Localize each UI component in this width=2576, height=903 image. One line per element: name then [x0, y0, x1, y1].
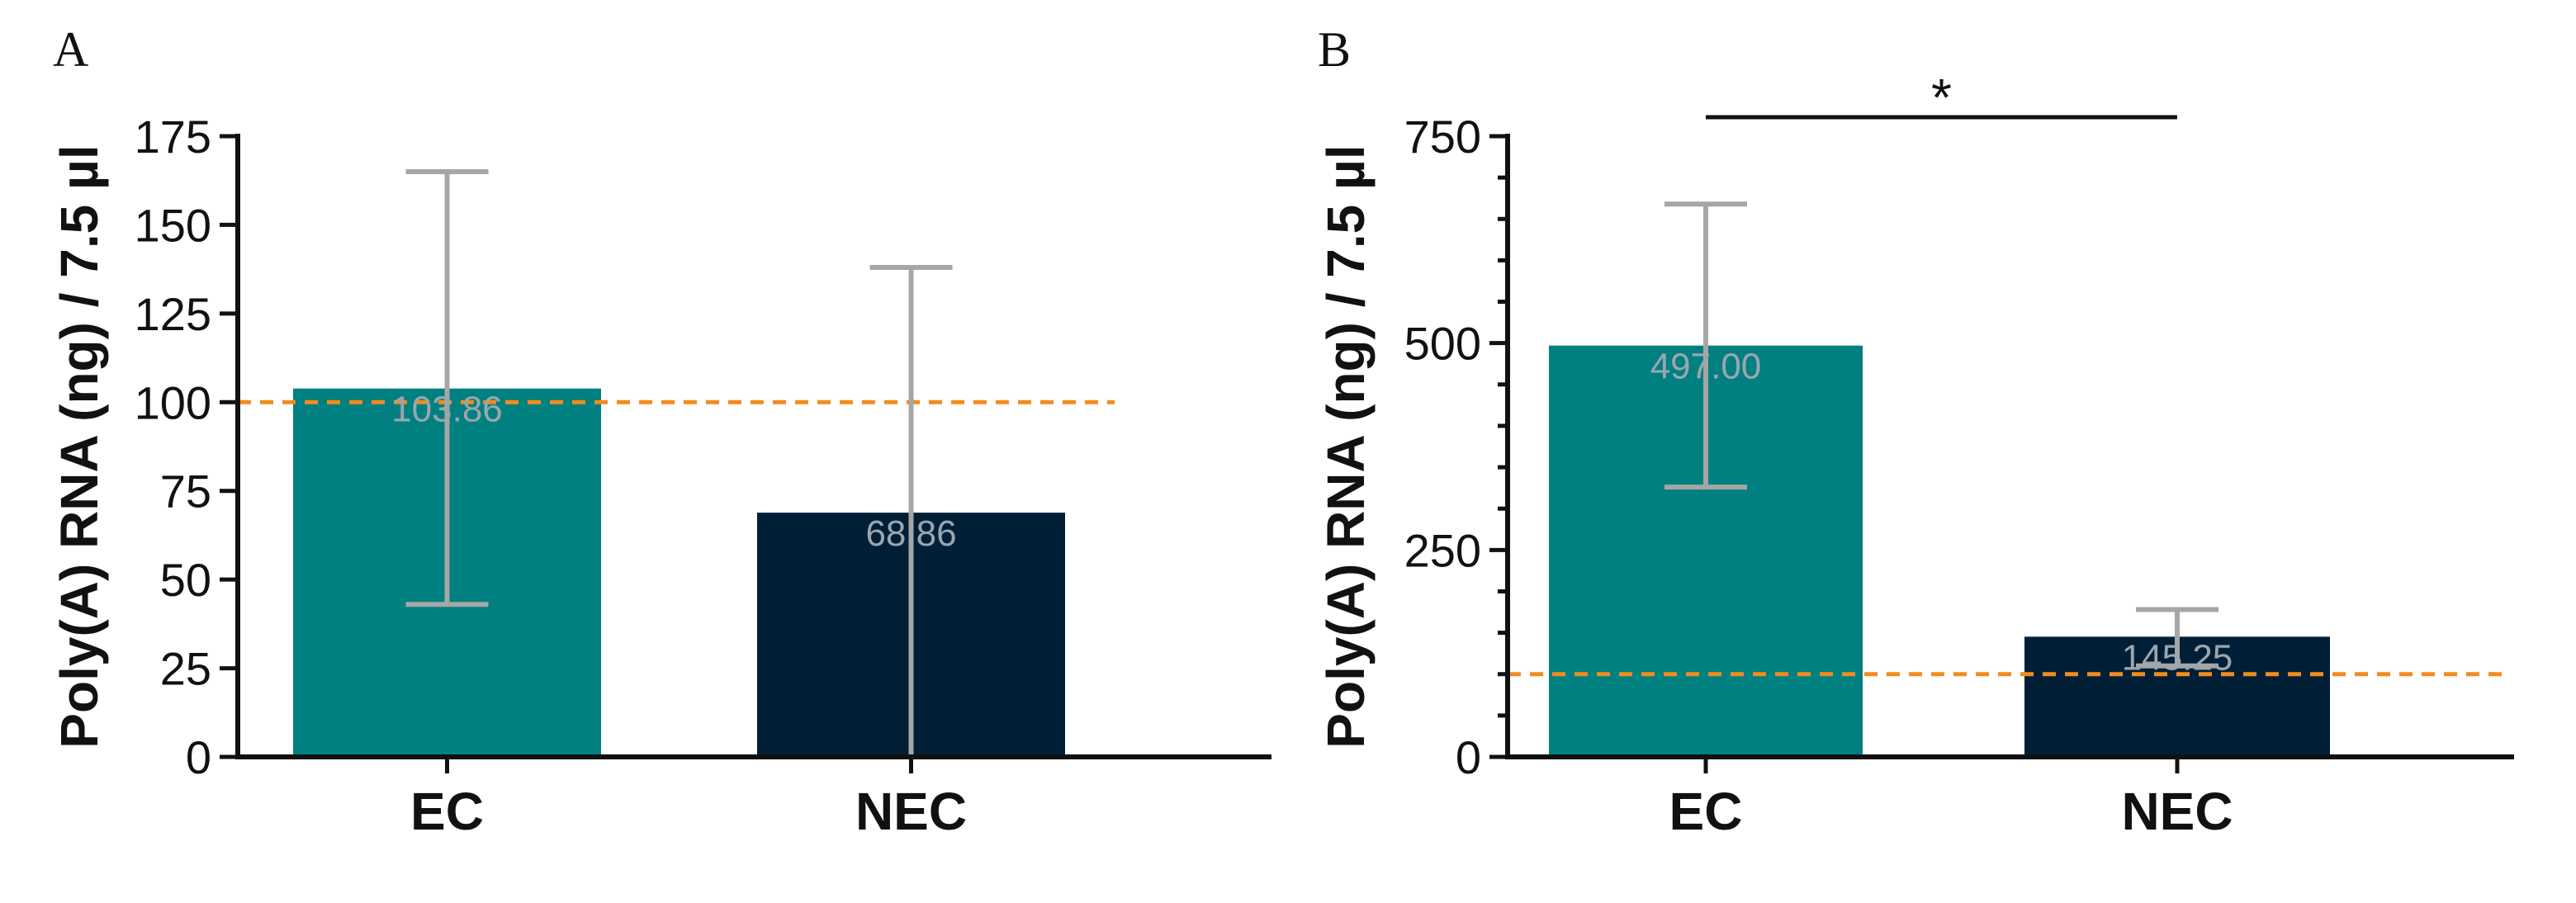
- panel-b-value-label-nec: 145.25: [2122, 637, 2233, 678]
- panel-b-value-label-ec: 497.00: [1650, 347, 1762, 387]
- panel-a-value-label-ec: 103.86: [391, 390, 503, 430]
- panel-b-significance-label: *: [1931, 68, 1952, 127]
- panel-a-value-label-nec: 68.86: [865, 513, 956, 554]
- panel-b: B Poly(A) RNA (ng) / 7.5 µl 497.00 145.25 0 2…: [1316, 22, 2514, 841]
- panel-a-y-tick-label: 175: [135, 111, 211, 163]
- panel-b-x-tick-label-ec: EC: [1669, 782, 1743, 841]
- panel-a-y-tick-label: 50: [160, 554, 211, 606]
- panel-a-error-bar-ec: [405, 168, 489, 608]
- panel-a-y-axis-label: Poly(A) RNA (ng) / 7.5 µl: [50, 144, 109, 748]
- panel-a-y-tick-label: 25: [160, 643, 211, 695]
- panel-a-y-tick-label: 75: [160, 466, 211, 518]
- panel-a-x-tick-label-nec: NEC: [855, 782, 967, 841]
- panel-a-y-tick-label: 150: [135, 199, 211, 251]
- panel-b-y-axis-label: Poly(A) RNA (ng) / 7.5 µl: [1316, 144, 1376, 748]
- panel-b-y-tick-label: 250: [1404, 524, 1481, 576]
- panel-a-y-tick-label: 125: [135, 288, 211, 340]
- panel-b-error-bar-ec: [1664, 201, 1747, 490]
- panel-b-letter: B: [1318, 22, 1351, 77]
- panel-b-y-tick-label: 0: [1456, 731, 1481, 783]
- panel-a-letter: A: [53, 22, 88, 77]
- panel-b-y-tick-label: 750: [1404, 111, 1481, 163]
- panel-a: A Poly(A) RNA (ng) / 7.5 µl 103.86 68.86 0 25…: [50, 22, 1271, 841]
- panel-b-error-bar-nec: [2136, 607, 2218, 669]
- panel-a-error-bar-nec: [869, 264, 953, 757]
- panel-a-y-tick-label: 100: [135, 376, 211, 428]
- panel-b-y-tick-label: 500: [1404, 318, 1481, 370]
- panel-a-y-tick-label: 0: [186, 731, 211, 783]
- panel-b-x-tick-label-nec: NEC: [2121, 782, 2233, 841]
- panel-a-x-tick-label-ec: EC: [410, 782, 484, 841]
